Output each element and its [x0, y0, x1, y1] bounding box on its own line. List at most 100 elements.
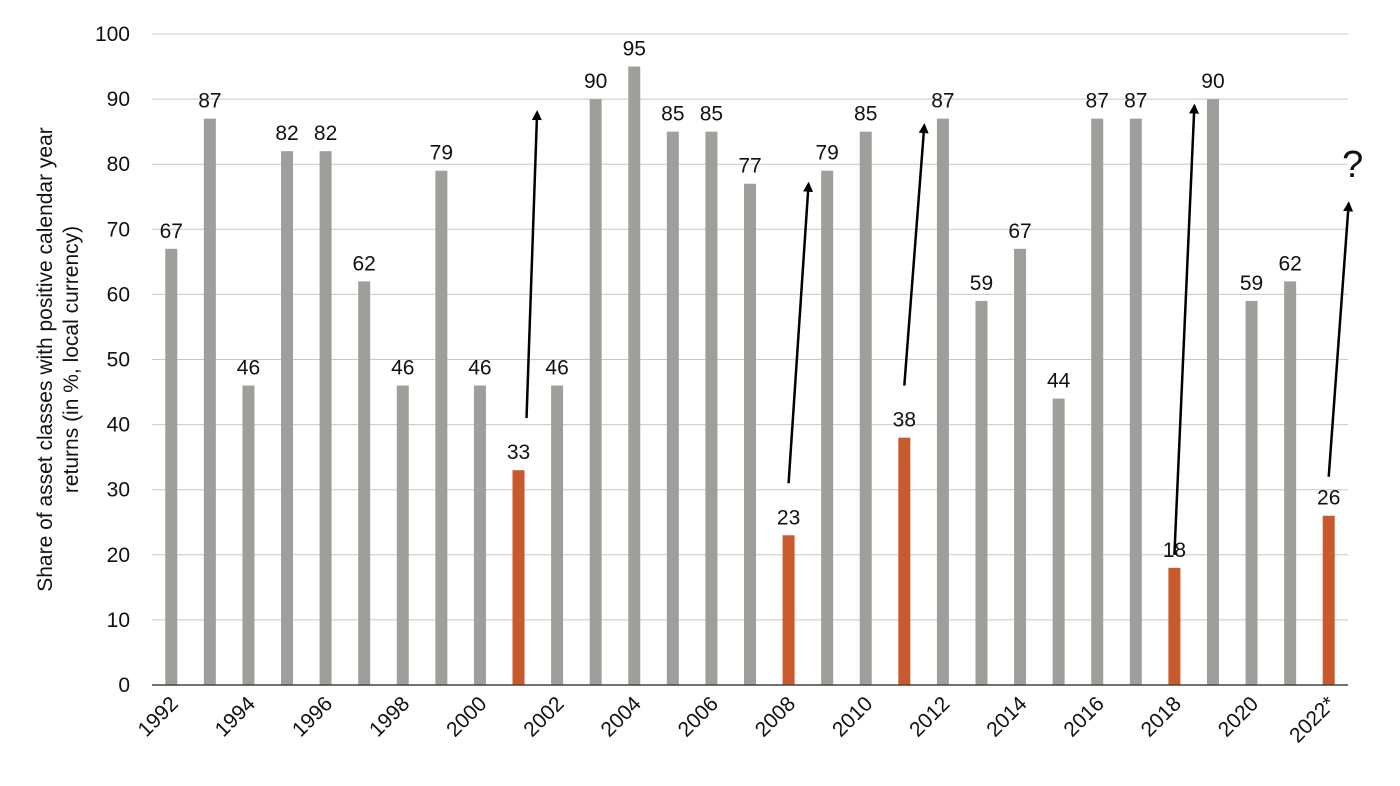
- data-label: 62: [1278, 252, 1301, 275]
- bar: [821, 170, 834, 685]
- y-tick-label: 40: [107, 414, 130, 437]
- data-label: 23: [777, 506, 800, 529]
- data-label: 85: [700, 103, 723, 126]
- x-tick-label: 2006: [674, 692, 723, 741]
- y-tick-label: 50: [107, 349, 130, 372]
- data-label: 90: [1201, 70, 1224, 93]
- data-label: 87: [1086, 90, 1109, 113]
- bar: [551, 385, 564, 685]
- data-label: 82: [275, 122, 298, 145]
- data-label: 90: [584, 70, 607, 93]
- bar: [859, 131, 872, 685]
- data-label: 59: [970, 272, 993, 295]
- bar: [744, 183, 756, 686]
- data-label: 85: [854, 103, 877, 126]
- x-tick-label: 1992: [134, 692, 183, 741]
- data-label: 59: [1240, 272, 1263, 295]
- bar: [898, 437, 911, 685]
- data-label: 46: [391, 357, 414, 380]
- data-label: 79: [815, 142, 838, 165]
- bar: [1129, 118, 1142, 685]
- data-label: 95: [623, 38, 646, 61]
- data-label: 67: [160, 220, 183, 243]
- bar: [1284, 281, 1297, 685]
- x-tick-label: 2010: [828, 692, 877, 741]
- y-axis-title: Share of asset classes with positive cal…: [34, 127, 83, 592]
- data-label: 26: [1317, 487, 1340, 510]
- y-tick-label: 10: [107, 609, 130, 632]
- x-tick-label: 1994: [211, 692, 261, 742]
- y-axis-title-line: returns (in %, local currency): [60, 226, 83, 493]
- x-tick-label: 2012: [905, 692, 954, 741]
- bars: [165, 66, 1335, 686]
- bar: [936, 118, 949, 685]
- y-tick-label: 0: [118, 674, 130, 697]
- bar: [358, 281, 371, 685]
- bar: [319, 151, 332, 685]
- recovery-arrow: [1327, 201, 1354, 477]
- data-label: 87: [1124, 90, 1147, 113]
- x-tick-label: 2000: [442, 692, 491, 741]
- data-label: 33: [507, 441, 530, 464]
- bar: [589, 99, 602, 686]
- data-label: 62: [353, 252, 376, 275]
- x-tick-label: 2016: [1059, 692, 1108, 741]
- data-label: 77: [738, 155, 761, 178]
- bar: [203, 118, 216, 685]
- data-label: 87: [198, 90, 221, 113]
- question-mark-annotation: ?: [1342, 144, 1363, 186]
- y-tick-label: 60: [107, 283, 130, 306]
- x-tick-label: 2022*: [1285, 692, 1340, 747]
- x-tick-label: 1996: [288, 692, 337, 741]
- bar: [242, 385, 255, 685]
- data-label: 79: [430, 142, 453, 165]
- x-tick-label: 2004: [596, 692, 646, 742]
- recovery-arrow: [1173, 103, 1200, 555]
- bar: [396, 385, 409, 685]
- recovery-arrow: [525, 110, 542, 419]
- y-tick-label: 80: [107, 153, 130, 176]
- x-tick-label: 2014: [982, 692, 1032, 742]
- bar: [1322, 515, 1335, 685]
- y-tick-label: 20: [107, 544, 130, 567]
- data-label: 46: [545, 357, 568, 380]
- bar: [512, 470, 525, 685]
- y-axis-title-line: Share of asset classes with positive cal…: [34, 127, 57, 592]
- data-label: 46: [468, 357, 491, 380]
- x-tick-label: 2008: [751, 692, 800, 741]
- bar: [705, 131, 718, 685]
- x-tick-label: 2018: [1137, 692, 1186, 741]
- y-tick-label: 90: [107, 88, 130, 111]
- bar: [666, 131, 679, 685]
- data-label: 44: [1047, 370, 1071, 393]
- arrows: ?: [525, 103, 1363, 555]
- bar: [1091, 118, 1104, 685]
- y-tick-label: 70: [107, 218, 130, 241]
- data-label: 38: [893, 409, 916, 432]
- bar: [1168, 567, 1181, 685]
- data-label: 87: [931, 90, 954, 113]
- data-label: 82: [314, 122, 337, 145]
- x-tick-label: 1998: [365, 692, 414, 741]
- recovery-arrow: [787, 181, 814, 484]
- bar: [165, 248, 178, 685]
- bar: [1206, 99, 1219, 686]
- data-label: 46: [237, 357, 260, 380]
- data-label: 85: [661, 103, 684, 126]
- x-tick-label: 2020: [1214, 692, 1263, 741]
- data-labels: 67 87 46 82 82 62 46 79 46 33 46 90 95 85 85 77 23 79 85 38…: [160, 38, 1341, 562]
- x-tick-label: 2002: [519, 692, 568, 741]
- bar: [628, 66, 641, 686]
- bar: [1014, 248, 1027, 685]
- bar: [782, 535, 795, 685]
- recovery-arrow: [903, 123, 929, 386]
- bar: [435, 170, 448, 685]
- y-tick-label: 100: [95, 23, 130, 46]
- y-tick-label: 30: [107, 479, 130, 502]
- bar: [473, 385, 486, 685]
- bar: [1245, 300, 1258, 685]
- data-label: 67: [1008, 220, 1031, 243]
- bar: [281, 151, 294, 685]
- bar: [975, 300, 988, 685]
